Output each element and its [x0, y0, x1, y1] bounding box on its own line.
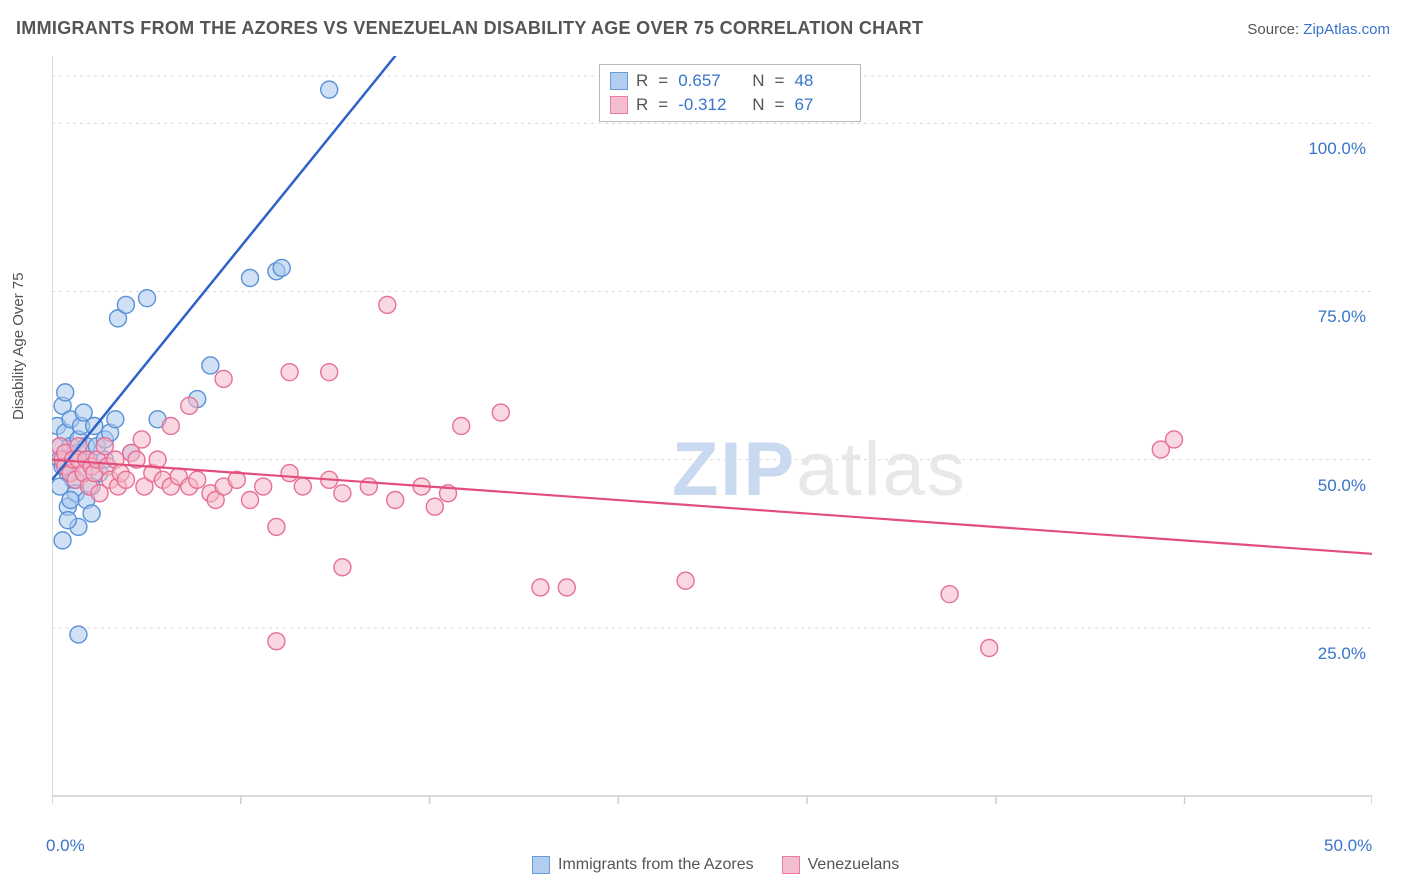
legend-swatch — [610, 72, 628, 90]
x-tick-label: 0.0% — [46, 836, 85, 856]
source-credit: Source: ZipAtlas.com — [1247, 21, 1390, 38]
correlation-legend-row: R = 0.657 N = 48 — [610, 69, 850, 93]
series-legend: Immigrants from the Azores Venezuelans — [532, 856, 899, 874]
legend-r-value: -0.312 — [678, 95, 734, 115]
source-label: Source: — [1247, 21, 1299, 38]
legend-swatch — [610, 96, 628, 114]
legend-r-label: R — [636, 95, 648, 115]
y-tick-label: 25.0% — [1318, 644, 1366, 664]
legend-eq: = — [658, 71, 668, 91]
legend-eq: = — [775, 71, 785, 91]
legend-eq: = — [775, 95, 785, 115]
y-axis-label: Disability Age Over 75 — [10, 272, 27, 420]
chart-area: ZIPatlas R=0.657N=48R=-0.312N=67 25.0%50… — [52, 56, 1372, 826]
correlation-legend: R = 0.657 N = 48 R = -0.312 N = 67 — [599, 64, 861, 122]
legend-eq: = — [658, 95, 668, 115]
legend-swatch — [782, 856, 800, 874]
series-name: Immigrants from the Azores — [558, 856, 754, 874]
y-tick-label: 50.0% — [1318, 476, 1366, 496]
title-bar: IMMIGRANTS FROM THE AZORES VS VENEZUELAN… — [16, 18, 1390, 39]
series-legend-item: Venezuelans — [782, 856, 900, 874]
legend-r-value: 0.657 — [678, 71, 734, 91]
series-name: Venezuelans — [808, 856, 900, 874]
scatter-chart — [52, 56, 1372, 826]
series-legend-item: Immigrants from the Azores — [532, 856, 754, 874]
legend-n-value: 48 — [794, 71, 850, 91]
correlation-legend-row: R = -0.312 N = 67 — [610, 93, 850, 117]
source-value: ZipAtlas.com — [1303, 21, 1390, 38]
x-tick-label: 50.0% — [1324, 836, 1372, 856]
legend-n-label: N — [752, 95, 764, 115]
y-tick-label: 100.0% — [1308, 139, 1366, 159]
legend-n-label: N — [752, 71, 764, 91]
chart-title: IMMIGRANTS FROM THE AZORES VS VENEZUELAN… — [16, 18, 923, 39]
legend-swatch — [532, 856, 550, 874]
legend-n-value: 67 — [794, 95, 850, 115]
y-tick-label: 75.0% — [1318, 307, 1366, 327]
legend-r-label: R — [636, 71, 648, 91]
